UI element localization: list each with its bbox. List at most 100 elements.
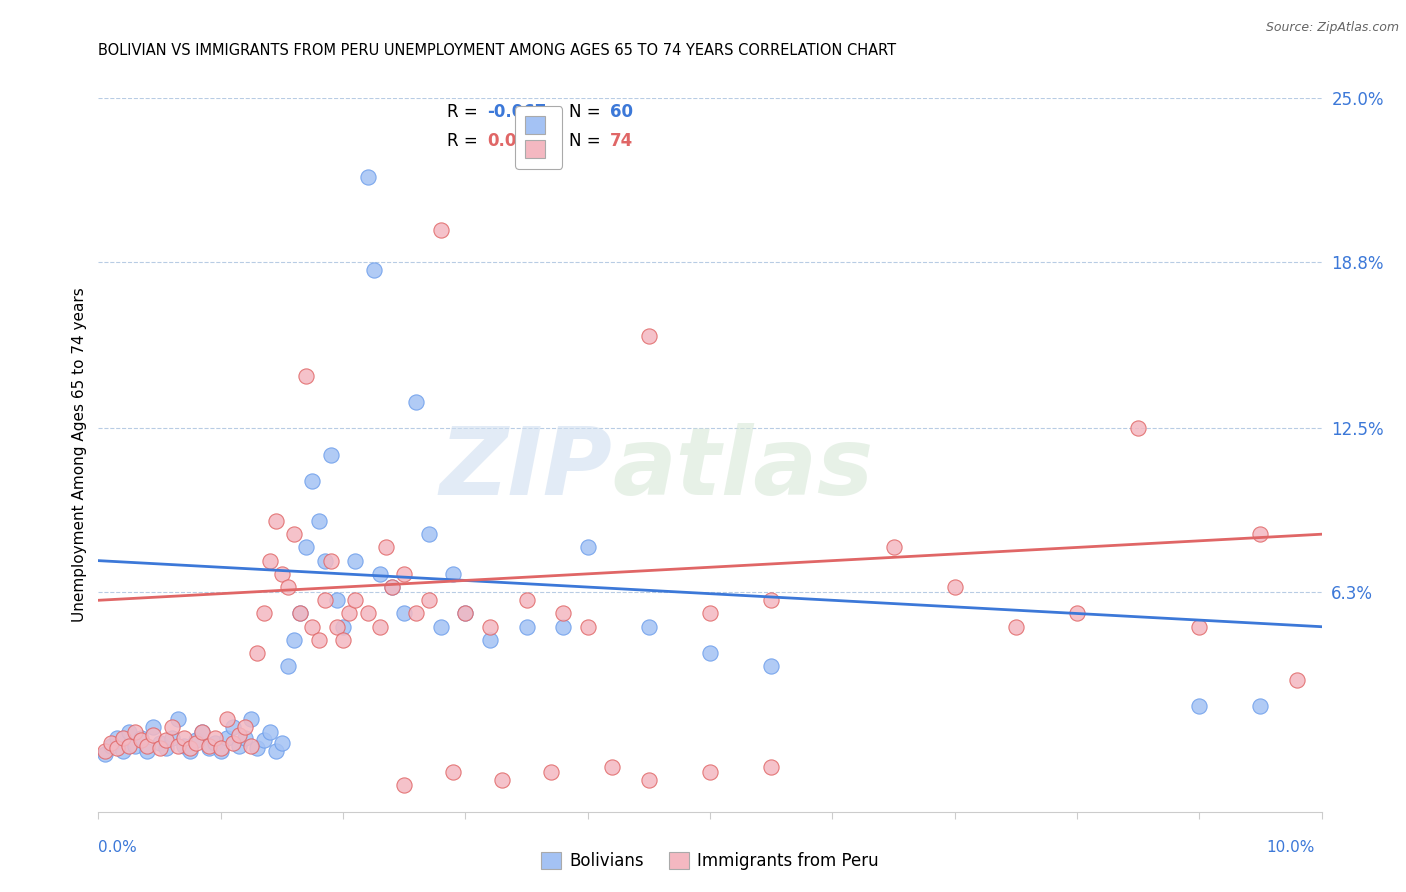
Point <box>314 593 336 607</box>
Point <box>149 741 172 756</box>
Point <box>155 741 177 756</box>
Point <box>167 739 190 753</box>
Point <box>1286 673 1309 687</box>
Point <box>374 541 396 555</box>
Point <box>129 733 152 747</box>
Point <box>430 223 453 237</box>
Point <box>129 731 152 745</box>
Text: N =: N = <box>569 103 606 121</box>
Point <box>363 263 385 277</box>
Point <box>454 607 477 621</box>
Point <box>290 607 312 621</box>
Point <box>332 632 354 647</box>
Point <box>308 514 330 528</box>
Point <box>761 659 783 673</box>
Point <box>637 329 661 343</box>
Text: Source: ZipAtlas.com: Source: ZipAtlas.com <box>1265 21 1399 34</box>
Point <box>430 620 453 634</box>
Point <box>93 744 115 758</box>
Point <box>308 632 330 647</box>
Point <box>118 725 141 739</box>
Point <box>295 541 318 555</box>
Text: BOLIVIAN VS IMMIGRANTS FROM PERU UNEMPLOYMENT AMONG AGES 65 TO 74 YEARS CORRELAT: BOLIVIAN VS IMMIGRANTS FROM PERU UNEMPLO… <box>98 43 897 58</box>
Y-axis label: Unemployment Among Ages 65 to 74 years: Unemployment Among Ages 65 to 74 years <box>72 287 87 623</box>
Point <box>1066 607 1088 621</box>
Point <box>516 620 538 634</box>
Text: 74: 74 <box>610 132 633 150</box>
Point <box>344 554 367 568</box>
Point <box>179 744 201 758</box>
Point <box>418 527 440 541</box>
Point <box>100 739 122 753</box>
Point <box>167 712 190 726</box>
Point <box>699 765 721 780</box>
Point <box>392 566 416 581</box>
Point <box>270 566 294 581</box>
Point <box>136 739 159 753</box>
Point <box>1188 698 1211 713</box>
Point <box>283 527 305 541</box>
Text: ZIP: ZIP <box>439 423 612 516</box>
Point <box>883 541 905 555</box>
Point <box>418 593 440 607</box>
Point <box>392 607 416 621</box>
Point <box>1128 421 1150 435</box>
Point <box>252 733 274 747</box>
Point <box>124 725 146 739</box>
Point <box>368 620 391 634</box>
Point <box>173 739 195 753</box>
Point <box>246 646 269 660</box>
Point <box>160 731 183 745</box>
Point <box>277 659 299 673</box>
Point <box>204 731 226 745</box>
Point <box>344 593 367 607</box>
Point <box>290 607 312 621</box>
Point <box>228 728 250 742</box>
Text: R =: R = <box>447 132 484 150</box>
Point <box>197 739 219 753</box>
Text: 60: 60 <box>610 103 633 121</box>
Text: R =: R = <box>447 103 484 121</box>
Point <box>491 772 513 787</box>
Text: -0.067: -0.067 <box>488 103 547 121</box>
Point <box>478 620 501 634</box>
Point <box>553 607 575 621</box>
Point <box>111 731 134 745</box>
Point <box>637 620 661 634</box>
Point <box>215 712 238 726</box>
Point <box>283 632 305 647</box>
Point <box>209 744 232 758</box>
Text: 0.077: 0.077 <box>488 132 540 150</box>
Point <box>381 580 404 594</box>
Point <box>356 170 378 185</box>
Point <box>1250 698 1272 713</box>
Point <box>478 632 501 647</box>
Point <box>1188 620 1211 634</box>
Point <box>111 744 134 758</box>
Point <box>259 554 281 568</box>
Point <box>233 720 256 734</box>
Point <box>441 765 464 780</box>
Point <box>191 725 214 739</box>
Point <box>277 580 299 594</box>
Point <box>142 720 165 734</box>
Point <box>761 593 783 607</box>
Point <box>155 733 177 747</box>
Point <box>228 739 250 753</box>
Point <box>319 448 342 462</box>
Point <box>259 725 281 739</box>
Point <box>100 736 122 750</box>
Point <box>600 760 623 774</box>
Point <box>186 736 208 750</box>
Point <box>149 736 172 750</box>
Point <box>142 728 165 742</box>
Point <box>301 620 323 634</box>
Point <box>240 739 263 753</box>
Legend: Bolivians, Immigrants from Peru: Bolivians, Immigrants from Peru <box>533 844 887 879</box>
Point <box>637 772 661 787</box>
Point <box>233 731 256 745</box>
Point <box>405 607 427 621</box>
Point <box>105 741 128 756</box>
Point <box>179 741 201 756</box>
Text: 10.0%: 10.0% <box>1267 840 1315 855</box>
